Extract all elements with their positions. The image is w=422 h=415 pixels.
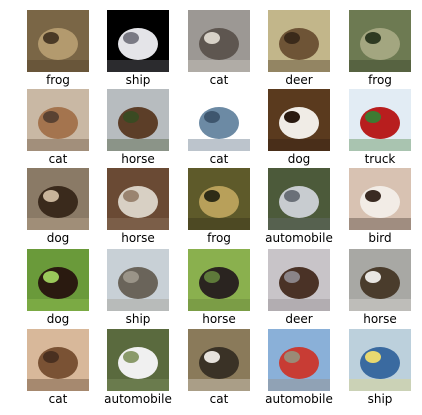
thumbnail-image xyxy=(27,10,89,72)
thumbnail-image xyxy=(107,249,169,311)
thumbnail-image xyxy=(268,89,330,151)
grid-cell: dog xyxy=(27,249,89,329)
image-label: horse xyxy=(121,152,155,166)
image-label: horse xyxy=(121,231,155,245)
grid-cell: deer xyxy=(268,249,330,329)
image-label: ship xyxy=(125,312,151,326)
image-label: cat xyxy=(209,392,229,406)
grid-cell: truck xyxy=(349,89,411,169)
grid-cell: horse xyxy=(188,249,250,329)
image-label: frog xyxy=(207,231,231,245)
thumbnail-image xyxy=(349,249,411,311)
thumbnail-image xyxy=(27,329,89,391)
thumbnail-image xyxy=(268,329,330,391)
thumbnail-image xyxy=(268,168,330,230)
image-label: cat xyxy=(209,152,229,166)
grid-cell: bird xyxy=(349,168,411,248)
image-label: truck xyxy=(364,152,396,166)
grid-cell: horse xyxy=(349,249,411,329)
grid-cell: cat xyxy=(188,329,250,409)
thumbnail-image xyxy=(349,89,411,151)
image-label: ship xyxy=(125,73,151,87)
grid-cell: frog xyxy=(188,168,250,248)
image-label: dog xyxy=(46,312,70,326)
grid-cell: frog xyxy=(349,10,411,90)
thumbnail-image xyxy=(107,168,169,230)
image-label: cat xyxy=(48,152,68,166)
thumbnail-image xyxy=(188,168,250,230)
thumbnail-image xyxy=(107,329,169,391)
thumbnail-image xyxy=(188,89,250,151)
grid-cell: automobile xyxy=(265,168,333,248)
grid-cell: ship xyxy=(349,329,411,409)
image-label: automobile xyxy=(265,392,333,406)
grid-cell: horse xyxy=(107,89,169,169)
grid-cell: cat xyxy=(188,10,250,90)
grid-cell: cat xyxy=(188,89,250,169)
thumbnail-image xyxy=(268,249,330,311)
thumbnail-image xyxy=(349,10,411,72)
thumbnail-image xyxy=(188,10,250,72)
grid-cell: automobile xyxy=(265,329,333,409)
grid-cell: cat xyxy=(27,89,89,169)
thumbnail-image xyxy=(27,168,89,230)
grid-cell: dog xyxy=(27,168,89,248)
thumbnail-image xyxy=(268,10,330,72)
thumbnail-image xyxy=(188,329,250,391)
image-label: dog xyxy=(287,152,311,166)
grid-cell: horse xyxy=(107,168,169,248)
image-label: automobile xyxy=(265,231,333,245)
image-label: cat xyxy=(209,73,229,87)
grid-cell: dog xyxy=(268,89,330,169)
image-label: ship xyxy=(367,392,393,406)
image-label: frog xyxy=(46,73,70,87)
thumbnail-image xyxy=(27,249,89,311)
grid-cell: deer xyxy=(268,10,330,90)
image-label: deer xyxy=(285,312,313,326)
thumbnail-image xyxy=(349,168,411,230)
grid-cell: cat xyxy=(27,329,89,409)
grid-cell: frog xyxy=(27,10,89,90)
grid-cell: ship xyxy=(107,249,169,329)
grid-cell: automobile xyxy=(104,329,172,409)
image-label: deer xyxy=(285,73,313,87)
image-label: dog xyxy=(46,231,70,245)
image-label: horse xyxy=(363,312,397,326)
thumbnail-image xyxy=(107,89,169,151)
grid-cell: ship xyxy=(107,10,169,90)
thumbnail-image xyxy=(27,89,89,151)
thumbnail-image xyxy=(349,329,411,391)
image-label: bird xyxy=(368,231,392,245)
thumbnail-image xyxy=(107,10,169,72)
image-label: cat xyxy=(48,392,68,406)
thumbnail-image xyxy=(188,249,250,311)
image-label: horse xyxy=(202,312,236,326)
image-label: frog xyxy=(368,73,392,87)
image-label: automobile xyxy=(104,392,172,406)
